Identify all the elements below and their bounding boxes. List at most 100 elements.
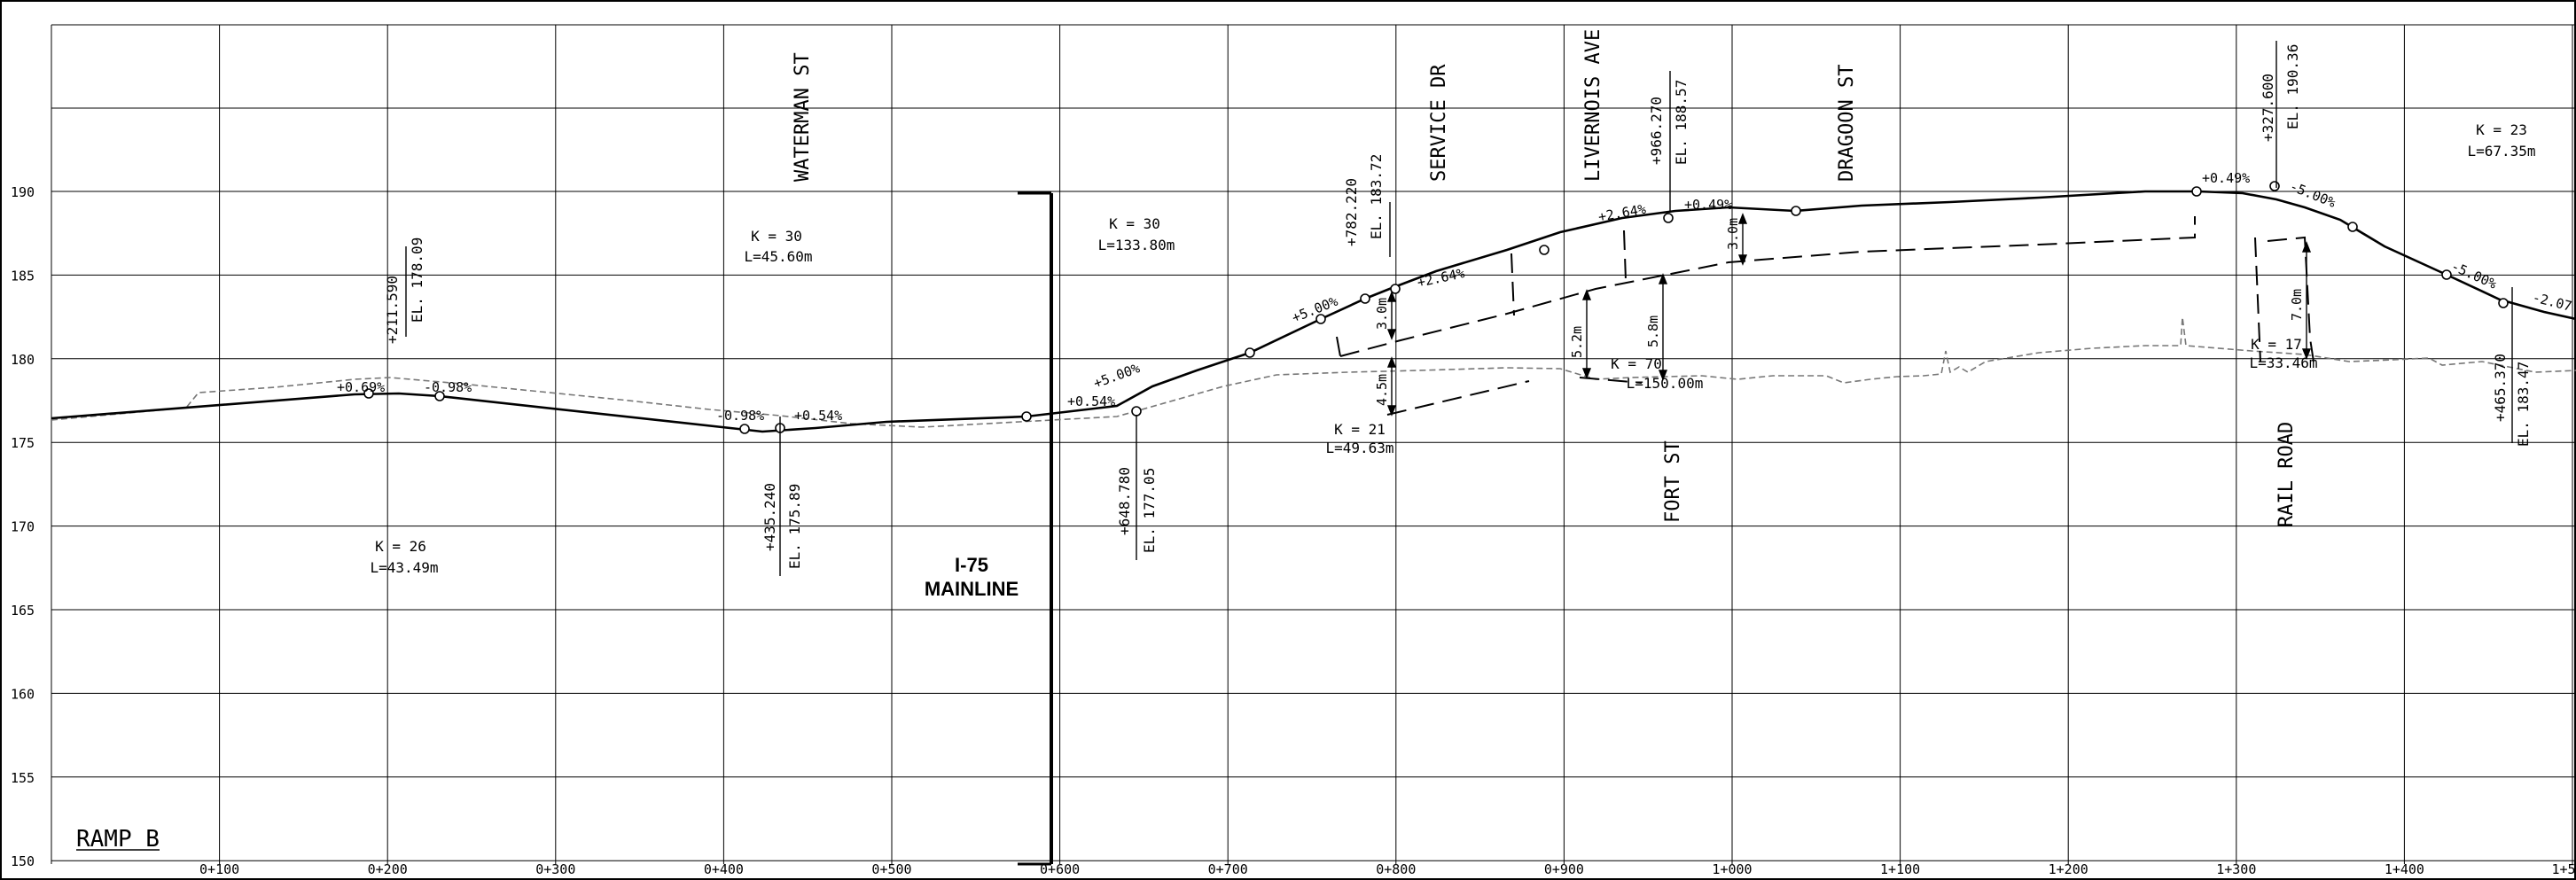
elevation-label: 155 [11, 770, 35, 786]
clearance-label: 3.0m [1725, 218, 1741, 250]
grade-label: +0.54% [794, 408, 842, 424]
curve-point-marker [1539, 245, 1550, 255]
curve-point-marker [1021, 411, 1032, 422]
curve-points [363, 181, 2509, 434]
station-label: 1+300 [2216, 861, 2256, 877]
grade-labels: +0.69% -0.98% -0.98% +0.54% +0.54% +5.00… [337, 170, 2573, 424]
pvi-station-label: +966.270 [1648, 97, 1665, 165]
curve-point-marker [1360, 293, 1370, 304]
street-waterman: WATERMAN ST [792, 52, 814, 182]
pvi-leaders [405, 41, 2513, 576]
station-label: 1+5 [2551, 861, 2575, 877]
pvi-station-label: +327.600 [2260, 74, 2276, 142]
elevation-label: 185 [11, 268, 35, 284]
drawing-title: RAMP B [76, 826, 160, 853]
street-service-dr: SERVICE DR [1428, 64, 1450, 182]
elevation-label: 180 [11, 352, 35, 368]
station-label: 0+100 [199, 861, 239, 877]
curve-l-label: L=133.80m [1098, 237, 1175, 253]
curve-point-marker [1245, 347, 1255, 358]
curve-l-label: L=49.63m [1325, 440, 1393, 456]
profile-grid [51, 24, 2576, 864]
mainline-label-line2: MAINLINE [925, 578, 1019, 600]
station-label: 0+200 [368, 861, 408, 877]
clearance-dimensions [1386, 213, 2312, 417]
grade-label: +0.49% [1684, 197, 1732, 213]
curve-point-marker [1315, 314, 1326, 324]
mainline-marker [1018, 191, 1053, 866]
curve-k-label: K = 26 [375, 538, 426, 555]
pvi-station-label: +465.370 [2492, 354, 2509, 422]
curve-point-marker [434, 391, 445, 401]
curve-point-marker [2269, 181, 2280, 191]
station-label: 1+100 [1880, 861, 1920, 877]
curve-l-label: L=150.00m [1627, 375, 1704, 392]
mainline-label-line1: I-75 [955, 554, 988, 576]
curve-point-marker [1791, 206, 1801, 216]
station-label: 1+400 [2385, 861, 2424, 877]
curve-point-marker [1663, 213, 1674, 223]
curve-k-label: K = 30 [1109, 215, 1160, 232]
pvi-station-label: +211.590 [384, 276, 401, 344]
station-label: 0+700 [1208, 861, 1248, 877]
curve-k-label: K = 70 [1611, 355, 1662, 372]
pvi-labels: +211.590 EL. 178.09 +435.240 EL. 175.89 … [384, 44, 2532, 569]
curve-labels: K = 26 L=43.49m K = 30 L=45.60m K = 30 L… [370, 121, 2535, 576]
curve-k-label: K = 21 [1334, 421, 1386, 438]
clearance-label: 4.5m [1374, 374, 1390, 406]
elevation-label: 175 [11, 435, 35, 451]
curve-point-marker [739, 424, 750, 434]
clearance-label: 7.0m [2289, 289, 2305, 321]
proposed-profile-line [51, 190, 2576, 433]
street-rail-road: RAIL ROAD [2275, 422, 2298, 527]
curve-k-label: K = 23 [2476, 121, 2527, 138]
curve-point-marker [2498, 298, 2509, 308]
station-label: 0+500 [871, 861, 911, 877]
pvi-elevation-label: EL. 177.05 [1141, 468, 1158, 553]
existing-ground-line [51, 316, 2576, 428]
grade-label: +0.54% [1067, 393, 1115, 409]
curve-l-label: L=33.46m [2249, 354, 2317, 371]
station-label: 0+400 [704, 861, 744, 877]
curve-l-label: L=45.60m [744, 248, 812, 265]
curve-point-marker [363, 388, 374, 399]
curve-l-label: L=43.49m [370, 559, 438, 576]
street-dragoon: DRAGOON ST [1836, 65, 1858, 182]
street-fort-st: FORT ST [1662, 440, 1684, 523]
station-label: 1+200 [2049, 861, 2088, 877]
pvi-station-label: +782.220 [1343, 178, 1360, 246]
curve-l-label: L=67.35m [2467, 143, 2535, 160]
pvi-elevation-label: EL. 183.72 [1368, 154, 1385, 239]
grade-label: -5.00% [2288, 178, 2338, 211]
pvi-elevation-label: EL. 175.89 [786, 484, 803, 569]
grade-label: +0.49% [2202, 170, 2250, 186]
curve-point-marker [2191, 186, 2202, 197]
pvi-station-label: +648.780 [1116, 467, 1133, 535]
station-axis: 0+100 0+200 0+300 0+400 0+500 0+600 0+700 0+800… [199, 861, 2576, 877]
clearance-label: 5.8m [1645, 315, 1661, 347]
pvi-elevation-label: EL. 183.47 [2515, 362, 2532, 447]
curve-k-label: K = 17 [2251, 336, 2302, 353]
elevation-label: 190 [11, 184, 35, 200]
grade-label: -0.98% [716, 408, 764, 424]
station-label: 0+300 [535, 861, 575, 877]
curve-point-marker [2441, 269, 2452, 280]
station-label: 0+800 [1376, 861, 1416, 877]
curve-point-marker [1390, 284, 1401, 294]
elevation-label: 160 [11, 686, 35, 702]
curve-k-label: K = 30 [751, 228, 802, 245]
pvi-elevation-label: EL. 178.09 [409, 238, 425, 323]
station-label: 1+000 [1712, 861, 1752, 877]
clearance-labels: 3.0m 4.5m 5.2m 5.8m 3.0m 7.0m [1374, 218, 2305, 406]
elevation-label: 165 [11, 603, 35, 619]
clearance-label: 5.2m [1569, 326, 1585, 358]
pvi-elevation-label: EL. 188.57 [1673, 80, 1690, 165]
grade-label: +2.64% [1416, 265, 1466, 291]
grade-label: +5.00% [1091, 360, 1142, 391]
elevation-label: 150 [11, 853, 35, 869]
pvi-elevation-label: EL. 190.36 [2284, 44, 2301, 129]
curve-point-marker [1131, 406, 1142, 417]
grade-label: +0.69% [337, 379, 385, 395]
